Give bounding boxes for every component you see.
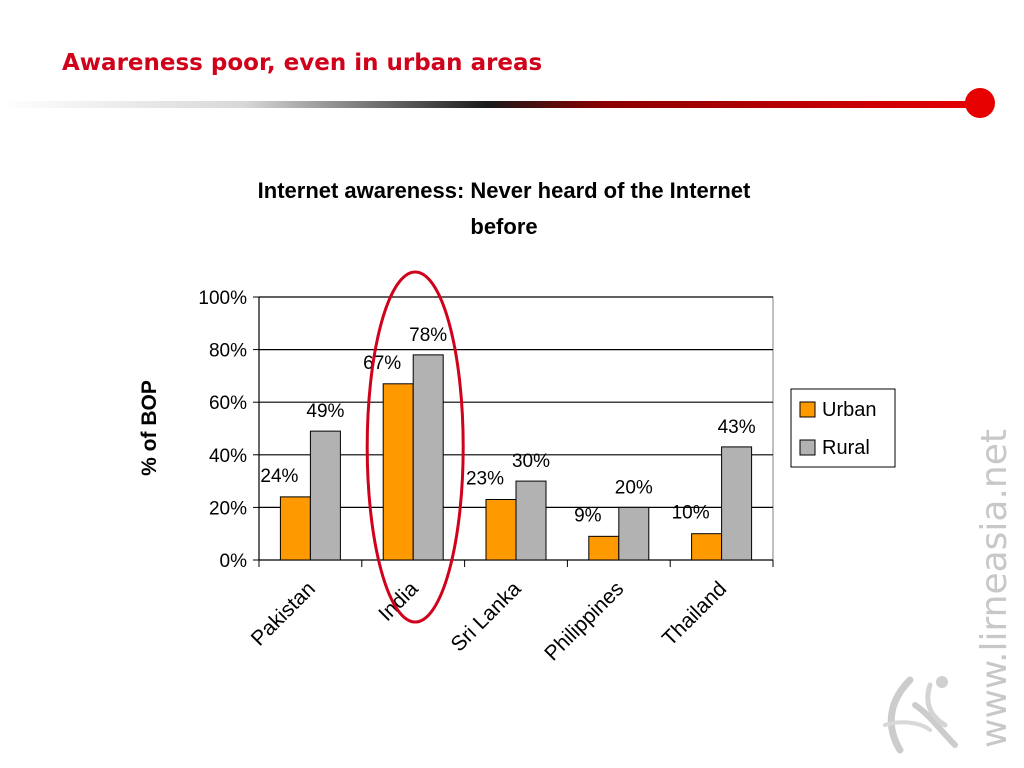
bar-urban-pakistan	[279, 496, 311, 561]
bar-urban-philippines	[588, 535, 620, 561]
lirneasia-figure-logo	[883, 676, 958, 754]
x-tick-label-thailand: Thailand	[658, 577, 731, 650]
y-tick-label: 20%	[209, 498, 247, 519]
y-tick-label: 80%	[209, 341, 247, 362]
bar-rural-thailand	[721, 446, 753, 561]
bar-rural-pakistan	[309, 430, 341, 561]
x-tick-label-sri-lanka: Sri Lanka	[447, 577, 526, 656]
y-tick-label: 40%	[209, 446, 247, 467]
bar-urban-sri-lanka	[485, 499, 517, 561]
legend-label-rural: Rural	[822, 437, 870, 459]
y-tick-label: 0%	[220, 551, 248, 572]
title-underline-bar	[0, 101, 975, 108]
x-tick-label-india: India	[374, 577, 423, 626]
legend-swatch-rural	[799, 439, 816, 456]
title-underline-dot	[965, 88, 995, 118]
title-underline	[0, 88, 995, 118]
slide-title: Awareness poor, even in urban areas	[62, 50, 543, 76]
highlight-ellipse-india	[365, 270, 465, 624]
data-label-rural: 78%	[409, 325, 447, 346]
bar-urban-india	[382, 383, 414, 561]
bar-rural-sri-lanka	[515, 480, 547, 561]
bar-urban-thailand	[691, 533, 723, 561]
legend-label-urban: Urban	[822, 399, 876, 421]
data-label-urban: 24%	[260, 466, 298, 487]
bar-rural-india	[412, 354, 444, 561]
y-axis-label: % of BOP	[138, 380, 161, 476]
data-label-rural: 43%	[718, 417, 756, 438]
data-label-urban: 67%	[363, 353, 401, 374]
data-label-urban: 23%	[466, 469, 504, 490]
data-label-rural: 30%	[512, 451, 550, 472]
data-label-rural: 49%	[306, 401, 344, 422]
chart-title-line-2: before	[470, 214, 537, 239]
chart-title-line-1: Internet awareness: Never heard of the I…	[258, 178, 751, 203]
legend-swatch-urban	[799, 401, 816, 418]
data-label-urban: 9%	[574, 505, 602, 526]
y-tick-label: 100%	[198, 288, 247, 309]
y-tick-label: 60%	[209, 393, 247, 414]
data-label-rural: 20%	[615, 477, 653, 498]
website-watermark: www.lirneasia.net	[974, 428, 1015, 748]
data-label-urban: 10%	[672, 503, 710, 524]
bar-rural-philippines	[618, 506, 650, 561]
x-tick-label-philippines: Philippines	[540, 577, 628, 665]
x-tick-label-pakistan: Pakistan	[247, 577, 320, 650]
